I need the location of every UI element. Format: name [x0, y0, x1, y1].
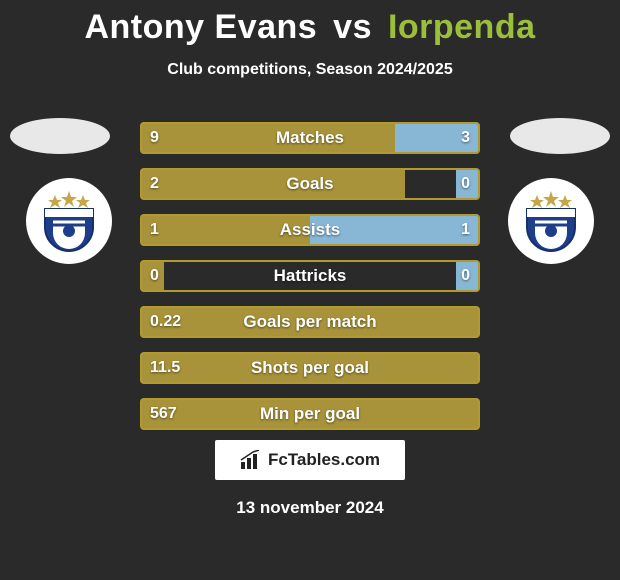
vs-separator: vs — [333, 8, 372, 46]
subtitle: Club competitions, Season 2024/2025 — [0, 61, 620, 79]
stat-row: 0Hattricks0 — [140, 260, 480, 292]
brand-footer: FcTables.com — [215, 440, 405, 480]
right-value: 1 — [451, 214, 480, 246]
stat-row: 0.22Goals per match — [140, 306, 480, 338]
club-crest-icon — [33, 185, 105, 257]
stat-label: Assists — [140, 214, 480, 246]
player2-club-badge — [508, 178, 594, 264]
right-value: 0 — [451, 168, 480, 200]
stat-label: Min per goal — [140, 398, 480, 430]
stat-row: 11.5Shots per goal — [140, 352, 480, 384]
stat-label: Hattricks — [140, 260, 480, 292]
stat-label: Shots per goal — [140, 352, 480, 384]
player2-head-ellipse — [510, 118, 610, 154]
comparison-infographic: Antony Evans vs Iorpenda Club competitio… — [0, 0, 620, 580]
stat-row: 567Min per goal — [140, 398, 480, 430]
brand-name: FcTables.com — [268, 450, 380, 470]
stats-bars: 9Matches32Goals01Assists10Hattricks00.22… — [140, 122, 480, 444]
player2-name: Iorpenda — [388, 8, 536, 46]
footer-date: 13 november 2024 — [0, 498, 620, 518]
page-title: Antony Evans vs Iorpenda — [0, 0, 620, 47]
stat-label: Goals per match — [140, 306, 480, 338]
player1-club-badge — [26, 178, 112, 264]
stat-label: Matches — [140, 122, 480, 154]
right-value: 0 — [451, 260, 480, 292]
player1-head-ellipse — [10, 118, 110, 154]
club-crest-icon — [515, 185, 587, 257]
bars-logo-icon — [240, 450, 264, 470]
stat-row: 2Goals0 — [140, 168, 480, 200]
right-value: 3 — [451, 122, 480, 154]
stat-label: Goals — [140, 168, 480, 200]
stat-row: 9Matches3 — [140, 122, 480, 154]
player1-name: Antony Evans — [84, 8, 317, 46]
stat-row: 1Assists1 — [140, 214, 480, 246]
